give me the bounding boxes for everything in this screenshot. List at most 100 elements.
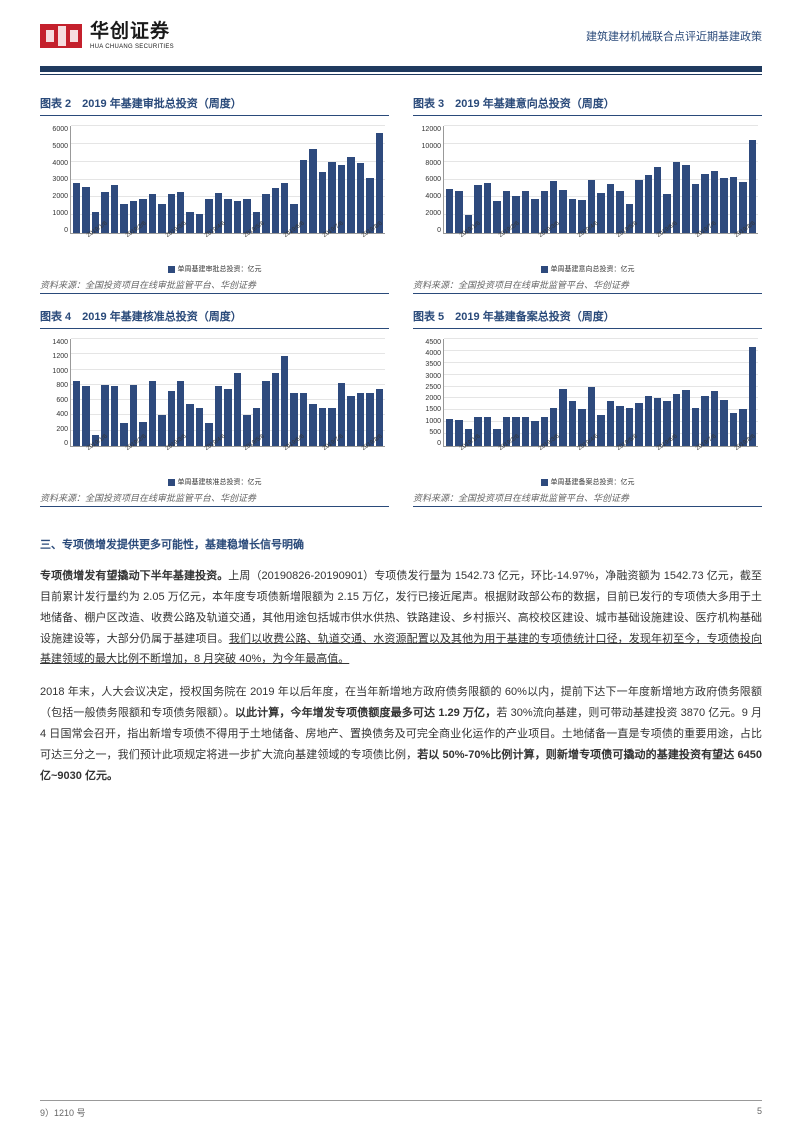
logo-text-cn: 华创证券 xyxy=(90,22,174,41)
p2-b: 以此计算，今年增发专项债额度最多可达 1.29 万亿， xyxy=(235,707,497,719)
bar xyxy=(645,396,652,446)
y-tick: 500 xyxy=(413,429,441,436)
bar xyxy=(111,185,118,233)
legend-label: 单周基建审批总投资：亿元 xyxy=(178,266,262,273)
legend-label: 单周基建备案总投资：亿元 xyxy=(551,479,635,486)
bar xyxy=(749,140,756,233)
bar xyxy=(531,199,538,233)
y-tick: 12000 xyxy=(413,126,441,133)
y-tick: 8000 xyxy=(413,160,441,167)
bar xyxy=(357,163,364,233)
chart-3: 图表 3 2019 年基建意向总投资（周度）120001000080006000… xyxy=(413,95,762,294)
bar xyxy=(234,201,241,233)
chart-5: 图表 5 2019 年基建备案总投资（周度）450040003500300025… xyxy=(413,308,762,507)
bar xyxy=(645,175,652,233)
legend-swatch xyxy=(541,266,548,273)
y-tick: 4500 xyxy=(413,339,441,346)
bar xyxy=(569,401,576,446)
bar xyxy=(720,400,727,446)
x-axis: 2019/1/62019/2/62019/3/62019/4/62019/5/6… xyxy=(443,234,758,248)
bar xyxy=(196,214,203,233)
bar xyxy=(186,404,193,446)
chart-legend: 单周基建审批总投资：亿元 xyxy=(40,264,389,274)
bar xyxy=(484,183,491,233)
plot-area xyxy=(443,339,758,447)
legend-label: 单周基建意向总投资：亿元 xyxy=(551,266,635,273)
bars xyxy=(444,126,758,233)
y-tick: 5000 xyxy=(40,143,68,150)
bar xyxy=(272,188,279,233)
bar xyxy=(493,429,500,446)
logo-icon xyxy=(40,18,82,54)
bar xyxy=(749,347,756,446)
bar xyxy=(319,172,326,233)
chart-area: 60005000400030002000100002019/1/62019/2/… xyxy=(40,122,389,262)
y-tick: 1000 xyxy=(413,418,441,425)
y-tick: 1000 xyxy=(40,210,68,217)
bar xyxy=(82,187,89,233)
bar xyxy=(376,133,383,233)
bar xyxy=(607,401,614,446)
y-tick: 2500 xyxy=(413,384,441,391)
bar xyxy=(559,190,566,233)
chart-source: 资料来源：全国投资项目在线审批监管平台、华创证券 xyxy=(40,278,389,291)
y-tick: 0 xyxy=(40,440,68,447)
legend-swatch xyxy=(168,479,175,486)
chart-source-rule xyxy=(413,293,762,294)
y-axis: 1400120010008006004002000 xyxy=(40,339,68,447)
bar xyxy=(328,162,335,233)
chart-title-rule xyxy=(413,115,762,116)
chart-title: 图表 4 2019 年基建核准总投资（周度） xyxy=(40,308,389,324)
bar xyxy=(309,149,316,233)
bar xyxy=(522,191,529,233)
bar xyxy=(654,398,661,446)
bar xyxy=(607,184,614,233)
chart-title: 图表 5 2019 年基建备案总投资（周度） xyxy=(413,308,762,324)
plot-area xyxy=(70,339,385,447)
y-tick: 1000 xyxy=(40,368,68,375)
bar xyxy=(158,204,165,233)
charts-grid: 图表 2 2019 年基建审批总投资（周度）600050004000300020… xyxy=(40,95,762,507)
y-tick: 10000 xyxy=(413,143,441,150)
bar xyxy=(73,381,80,446)
y-tick: 3000 xyxy=(40,176,68,183)
bar xyxy=(531,421,538,446)
bar xyxy=(272,373,279,446)
body-text: 三、专项债增发提供更多可能性，基建稳增长信号明确 专项债增发有望撬动下半年基建投… xyxy=(40,535,762,787)
bar xyxy=(347,157,354,233)
footer-page: 5 xyxy=(757,1106,762,1119)
y-tick: 0 xyxy=(40,227,68,234)
bar xyxy=(186,212,193,233)
legend-label: 单周基建核准总投资：亿元 xyxy=(178,479,262,486)
y-tick: 1200 xyxy=(40,353,68,360)
y-axis: 450040003500300025002000150010005000 xyxy=(413,339,441,447)
bar xyxy=(682,390,689,446)
chart-title: 图表 2 2019 年基建审批总投资（周度） xyxy=(40,95,389,111)
y-axis: 120001000080006000400020000 xyxy=(413,126,441,234)
bar xyxy=(616,191,623,233)
x-axis: 2019/1/62019/2/62019/3/62019/4/62019/5/6… xyxy=(70,447,385,461)
bar xyxy=(455,191,462,233)
section-heading: 三、专项债增发提供更多可能性，基建稳增长信号明确 xyxy=(40,535,762,556)
y-tick: 3000 xyxy=(413,373,441,380)
y-tick: 200 xyxy=(40,426,68,433)
chart-legend: 单周基建备案总投资：亿元 xyxy=(413,477,762,487)
footer-left: 9）1210 号 xyxy=(40,1106,86,1119)
chart-source: 资料来源：全国投资项目在线审批监管平台、华创证券 xyxy=(413,278,762,291)
plot-area xyxy=(70,126,385,234)
header-subtitle: 建筑建材机械联合点评近期基建政策 xyxy=(586,28,762,44)
legend-swatch xyxy=(541,479,548,486)
bar xyxy=(82,386,89,446)
logo: 华创证券 HUA CHUANG SECURITIES xyxy=(40,18,174,54)
bar xyxy=(73,183,80,233)
bar xyxy=(281,356,288,446)
y-tick: 2000 xyxy=(413,395,441,402)
bar xyxy=(446,189,453,233)
y-tick: 0 xyxy=(413,440,441,447)
y-tick: 1400 xyxy=(40,339,68,346)
bar xyxy=(616,406,623,446)
x-axis: 2019/1/62019/2/62019/3/62019/4/62019/5/6… xyxy=(443,447,758,461)
x-axis: 2019/1/62019/2/62019/3/62019/4/62019/5/6… xyxy=(70,234,385,248)
bar xyxy=(522,417,529,446)
bar xyxy=(149,381,156,446)
